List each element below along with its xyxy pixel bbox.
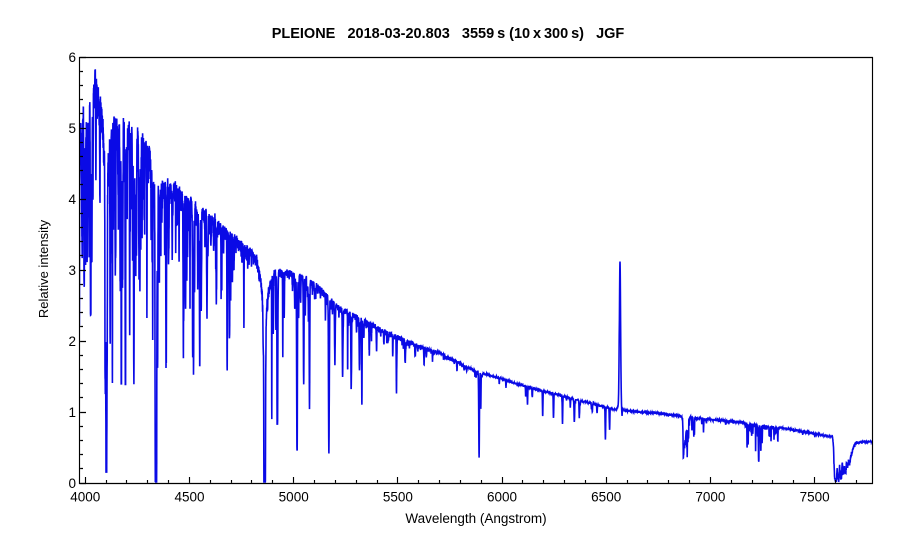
svg-text:6000: 6000 [487,490,517,505]
svg-text:5000: 5000 [279,490,309,505]
svg-text:6: 6 [68,50,76,65]
svg-text:5: 5 [68,121,76,136]
svg-text:6500: 6500 [591,490,621,505]
svg-text:4000: 4000 [70,490,100,505]
svg-text:4500: 4500 [174,490,204,505]
svg-text:5500: 5500 [383,490,413,505]
svg-text:7500: 7500 [800,490,830,505]
svg-text:PLEIONE 2018-03-20.803 355: PLEIONE 2018-03-20.803 3559 s (10 x 300 … [272,26,625,42]
svg-text:1: 1 [68,405,76,420]
svg-text:3: 3 [68,263,76,278]
svg-text:4: 4 [68,192,76,207]
svg-text:2: 2 [68,334,76,349]
svg-text:Relative intensity: Relative intensity [36,219,51,318]
svg-text:Wavelength (Angstrom): Wavelength (Angstrom) [405,511,546,526]
svg-text:7000: 7000 [695,490,725,505]
svg-text:0: 0 [68,476,76,491]
